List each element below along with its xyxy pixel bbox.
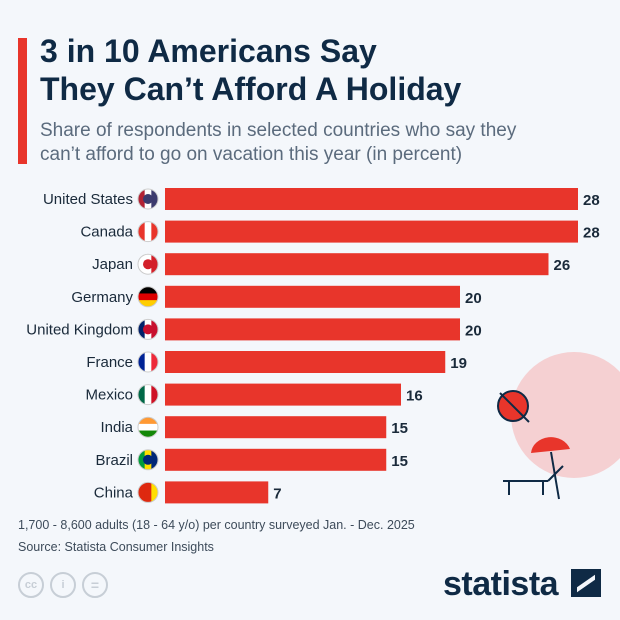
attribution-icon[interactable]: i (50, 572, 76, 598)
category-label: Japan (92, 256, 133, 273)
category-label: France (86, 354, 133, 371)
bar (165, 318, 460, 341)
page-title: 3 in 10 Americans Say They Can’t Afford A… (40, 32, 600, 108)
category-label: Mexico (85, 387, 133, 404)
subtitle: Share of respondents in selected countri… (40, 119, 600, 167)
data-label: 16 (406, 388, 423, 405)
survey-note: 1,700 - 8,600 adults (18 - 64 y/o) per c… (18, 518, 415, 532)
footnotes: 1,700 - 8,600 adults (18 - 64 y/o) per c… (18, 514, 415, 558)
bar (165, 383, 401, 406)
us-flag-icon (137, 188, 159, 210)
subtitle-line-1: Share of respondents in selected countri… (40, 120, 517, 141)
canada-flag-icon (137, 221, 159, 243)
statista-logo-mark (571, 569, 602, 597)
accent-bar (18, 38, 27, 164)
bar (165, 285, 460, 308)
category-label: Germany (71, 289, 133, 306)
cc-icon[interactable]: cc (18, 572, 44, 598)
japan-flag-icon (137, 253, 159, 275)
data-label: 15 (391, 420, 408, 437)
category-label: India (100, 419, 133, 436)
category-label: China (94, 484, 134, 501)
france-flag-icon (137, 351, 159, 373)
data-label: 7 (273, 485, 281, 502)
data-label: 28 (583, 192, 600, 209)
bar (165, 220, 578, 243)
title-line-2: They Can’t Afford A Holiday (40, 71, 462, 107)
data-label: 20 (465, 322, 482, 339)
category-label: United States (43, 191, 133, 208)
source-text: Source: Statista Consumer Insights (18, 540, 214, 554)
subtitle-line-2: can’t afford to go on vacation this year… (40, 144, 463, 165)
no-sun-icon (497, 390, 530, 423)
statista-logo[interactable]: statista (443, 565, 602, 604)
beach-umbrella-icon (503, 437, 570, 500)
data-label: 19 (450, 355, 467, 372)
brazil-flag-icon (137, 449, 159, 471)
uk-flag-icon (137, 318, 159, 340)
data-label: 15 (391, 453, 408, 470)
germany-flag-icon (137, 286, 159, 308)
mexico-flag-icon (137, 384, 159, 406)
category-label: Canada (80, 224, 133, 241)
title-line-1: 3 in 10 Americans Say (40, 33, 377, 69)
bar (165, 253, 549, 276)
bar (165, 416, 387, 439)
india-flag-icon (137, 416, 159, 438)
bar (165, 448, 387, 471)
data-label: 26 (554, 257, 571, 274)
data-label: 20 (465, 290, 482, 307)
bar (165, 481, 269, 504)
category-label: Brazil (95, 452, 133, 469)
data-label: 28 (583, 225, 600, 242)
bar (165, 188, 578, 210)
no-derivatives-icon[interactable]: = (82, 572, 108, 598)
decor-circle (511, 352, 620, 478)
category-label: United Kingdom (26, 321, 133, 338)
china-flag-icon (137, 481, 159, 503)
bar (165, 351, 446, 373)
